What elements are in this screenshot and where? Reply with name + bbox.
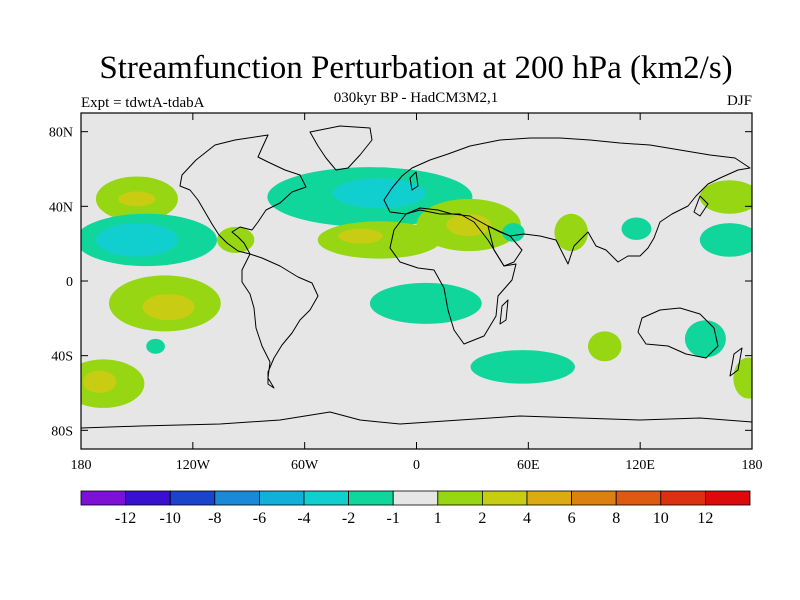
colorbar-swatch bbox=[615, 490, 662, 506]
colorbar-label: 10 bbox=[653, 510, 669, 527]
season-label: DJF bbox=[726, 93, 752, 109]
colorbar-label: 2 bbox=[478, 510, 486, 527]
colorbar-label: 6 bbox=[568, 510, 576, 527]
colorbar-swatch bbox=[705, 490, 751, 506]
colorbar-label: 12 bbox=[697, 510, 713, 527]
y-tick-label: 40S bbox=[51, 350, 73, 365]
anomaly-region-india-positive bbox=[554, 213, 588, 252]
anomaly-region-south-china-negative bbox=[621, 217, 652, 240]
anomaly-region-subtropical-atlantic-core bbox=[338, 228, 383, 244]
anomaly-region-southeast-pacific-core bbox=[82, 370, 117, 393]
x-tick-label: 180 bbox=[71, 458, 92, 473]
colorbar-swatch bbox=[526, 490, 572, 506]
colorbar-label: -4 bbox=[297, 510, 310, 527]
colorbar-label: -12 bbox=[115, 510, 136, 527]
anomaly-region-southern-indian-negative bbox=[470, 350, 575, 384]
anomaly-region-south-pacific-small-negative bbox=[146, 338, 165, 354]
colorbar-swatch bbox=[169, 490, 216, 506]
colorbar-label: -8 bbox=[208, 510, 221, 527]
coastlines bbox=[81, 125, 752, 429]
colorbar-swatch bbox=[437, 490, 483, 506]
colorbar: -12 -10 -8 -6 -4 -2 -1 1 2 4 6 8 10 12 bbox=[80, 490, 751, 527]
colorbar-swatch bbox=[392, 490, 439, 506]
anomaly-region-australia-negative bbox=[684, 320, 726, 358]
chart-title: Streamfunction Perturbation at 200 hPa (… bbox=[99, 50, 733, 86]
anomaly-region-mediterranean-core bbox=[446, 213, 492, 237]
colorbar-swatch bbox=[125, 490, 171, 506]
colorbar-swatch bbox=[80, 490, 126, 506]
x-tick-label: 120E bbox=[625, 458, 655, 473]
anomaly-regions bbox=[81, 167, 752, 408]
colorbar-label: 1 bbox=[434, 510, 442, 527]
colorbar-swatch bbox=[571, 490, 617, 506]
experiment-label: Expt = tdwtA-tdabA bbox=[81, 95, 205, 111]
colorbar-label: 4 bbox=[523, 510, 531, 527]
anomaly-region-north-pacific-core bbox=[118, 191, 156, 207]
anomaly-region-south-indian-positive bbox=[587, 331, 622, 362]
y-tick-label: 80S bbox=[51, 424, 73, 439]
y-tick-label: 80N bbox=[49, 126, 73, 141]
anomaly-region-subtropical-pacific-core bbox=[95, 223, 178, 257]
map-axes: 180 120W 60W 0 60E 120E 180 80N 40N 0 40S 80S bbox=[49, 113, 763, 473]
y-tick-label: 40N bbox=[49, 200, 73, 215]
x-tick-label: 60W bbox=[291, 458, 319, 473]
anomaly-region-south-pacific-core bbox=[142, 294, 195, 321]
colorbar-label: 8 bbox=[612, 510, 620, 527]
anomaly-region-tasman-positive bbox=[733, 357, 752, 399]
x-tick-label: 60E bbox=[517, 458, 540, 473]
colorbar-swatch bbox=[660, 490, 706, 506]
colorbar-swatch bbox=[481, 490, 528, 506]
chart-subtitle: 030kyr BP - HadCM3M2,1 bbox=[333, 90, 499, 106]
x-tick-label: 180 bbox=[742, 458, 763, 473]
anomaly-region-north-atlantic-core bbox=[332, 178, 426, 209]
colorbar-swatch bbox=[348, 490, 394, 506]
colorbar-swatch bbox=[258, 490, 305, 506]
colorbar-label: -2 bbox=[342, 510, 355, 527]
colorbar-label: -1 bbox=[387, 510, 400, 527]
anomaly-region-west-pacific-positive bbox=[699, 180, 752, 214]
anomaly-region-caribbean-positive bbox=[217, 226, 255, 253]
x-tick-label: 0 bbox=[413, 458, 420, 473]
anomaly-region-south-atlantic-negative bbox=[369, 282, 482, 324]
colorbar-label: -10 bbox=[160, 510, 181, 527]
colorbar-label: -6 bbox=[253, 510, 266, 527]
colorbar-swatch bbox=[303, 490, 349, 506]
x-tick-label: 120W bbox=[176, 458, 211, 473]
anomaly-region-west-pacific-negative bbox=[699, 223, 752, 257]
colorbar-swatch bbox=[214, 490, 260, 506]
y-tick-label: 0 bbox=[66, 275, 73, 290]
anomaly-region-caspian-negative bbox=[502, 223, 525, 242]
